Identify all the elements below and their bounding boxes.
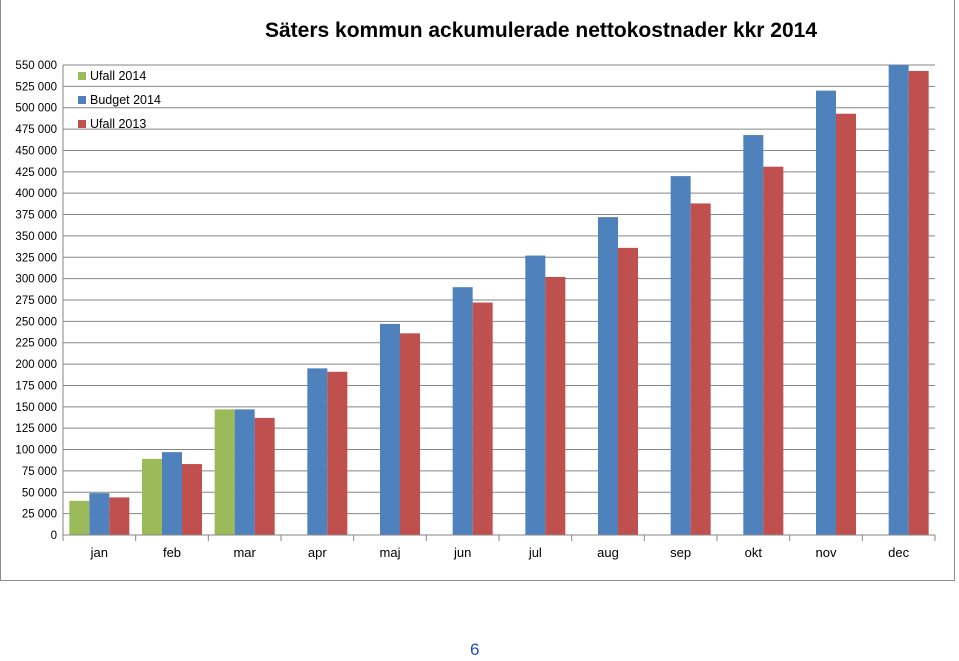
bar-ufall-2013-aug bbox=[618, 247, 638, 535]
bar-ufall-2014-feb bbox=[142, 458, 162, 535]
y-tick-label: 550 000 bbox=[15, 60, 57, 72]
x-category-label: jul bbox=[528, 545, 542, 560]
y-tick-label: 125 000 bbox=[15, 423, 57, 435]
y-tick-label: 225 000 bbox=[15, 338, 57, 350]
bar-ufall-2013-nov bbox=[836, 113, 856, 535]
legend-swatch bbox=[78, 120, 86, 128]
bar-ufall-2013-jan bbox=[109, 497, 130, 535]
bar-budget-2014-jul bbox=[525, 255, 546, 535]
x-category-label: nov bbox=[816, 545, 837, 560]
y-tick-label: 275 000 bbox=[15, 295, 57, 307]
y-tick-label: 400 000 bbox=[15, 188, 57, 200]
bar-ufall-2014-jan bbox=[69, 500, 90, 535]
bar-ufall-2013-dec bbox=[908, 70, 929, 536]
y-tick-label: 25 000 bbox=[22, 509, 57, 521]
axes bbox=[62, 65, 936, 541]
bar-budget-2014-aug bbox=[598, 217, 618, 536]
y-tick-label: 325 000 bbox=[15, 252, 57, 264]
bar-budget-2014-apr bbox=[307, 368, 328, 535]
y-tick-label: 75 000 bbox=[22, 466, 57, 478]
bar-budget-2014-maj bbox=[380, 323, 400, 535]
y-tick-label: 525 000 bbox=[15, 81, 57, 93]
y-tick-label: 350 000 bbox=[15, 231, 57, 243]
bar-ufall-2013-mar bbox=[254, 417, 275, 535]
legend-label: Ufall 2014 bbox=[90, 69, 146, 83]
y-tick-label: 150 000 bbox=[15, 402, 57, 414]
y-tick-label: 425 000 bbox=[15, 167, 57, 179]
bar-budget-2014-jun bbox=[452, 287, 473, 535]
legend: Ufall 2014 Budget 2014 Ufall 2013 bbox=[78, 69, 161, 131]
bar-ufall-2013-maj bbox=[400, 333, 420, 535]
x-category-label: jun bbox=[453, 545, 471, 560]
bar-budget-2014-jan bbox=[89, 493, 110, 535]
bar-budget-2014-okt bbox=[743, 135, 764, 535]
legend-label: Ufall 2013 bbox=[90, 117, 146, 131]
bar-ufall-2013-apr bbox=[327, 371, 348, 535]
y-tick-label: 300 000 bbox=[15, 274, 57, 286]
y-tick-label: 250 000 bbox=[15, 316, 57, 328]
page-number: 6 bbox=[470, 640, 480, 659]
bar-ufall-2013-okt bbox=[763, 166, 784, 535]
legend-swatch bbox=[78, 72, 86, 80]
bars bbox=[69, 65, 929, 536]
bar-ufall-2013-jul bbox=[545, 276, 566, 535]
x-category-label: feb bbox=[163, 545, 181, 560]
x-axis-category-labels: jan feb mar apr maj jun jul aug sep okt nov dec bbox=[90, 545, 910, 560]
gridlines bbox=[63, 64, 935, 515]
y-tick-label: 175 000 bbox=[15, 380, 57, 392]
x-category-label: okt bbox=[745, 545, 763, 560]
x-category-label: apr bbox=[308, 545, 327, 560]
legend-swatch bbox=[78, 96, 86, 104]
y-tick-label: 450 000 bbox=[15, 145, 57, 157]
bar-ufall-2013-feb bbox=[182, 464, 202, 535]
y-tick-label: 0 bbox=[51, 530, 57, 542]
bar-ufall-2013-jun bbox=[472, 302, 493, 535]
bar-budget-2014-feb bbox=[162, 452, 182, 535]
y-axis-tick-labels: 0 25 000 50 000 75 000 100 000 125 000 150 000… bbox=[15, 60, 57, 542]
x-category-label: dec bbox=[888, 545, 909, 560]
x-category-label: maj bbox=[380, 545, 401, 560]
legend-label: Budget 2014 bbox=[90, 93, 161, 107]
y-tick-label: 200 000 bbox=[15, 359, 57, 371]
x-category-label: jan bbox=[90, 545, 108, 560]
y-tick-label: 375 000 bbox=[15, 210, 57, 222]
bar-ufall-2013-sep bbox=[690, 203, 711, 535]
x-category-label: mar bbox=[233, 545, 256, 560]
x-category-label: sep bbox=[670, 545, 691, 560]
y-tick-label: 100 000 bbox=[15, 445, 57, 457]
y-tick-label: 475 000 bbox=[15, 124, 57, 136]
x-category-label: aug bbox=[597, 545, 619, 560]
bar-budget-2014-mar bbox=[234, 409, 255, 535]
y-tick-label: 50 000 bbox=[22, 487, 57, 499]
y-tick-label: 500 000 bbox=[15, 103, 57, 115]
bar-chart: Säters kommun ackumulerade nettokostnade… bbox=[15, 19, 936, 560]
bar-ufall-2014-mar bbox=[214, 409, 235, 535]
bar-budget-2014-sep bbox=[670, 176, 691, 535]
bar-budget-2014-nov bbox=[816, 90, 836, 536]
bar-budget-2014-dec bbox=[888, 65, 909, 535]
chart-frame bbox=[0, 0, 955, 581]
chart-title: Säters kommun ackumulerade nettokostnade… bbox=[265, 19, 817, 42]
